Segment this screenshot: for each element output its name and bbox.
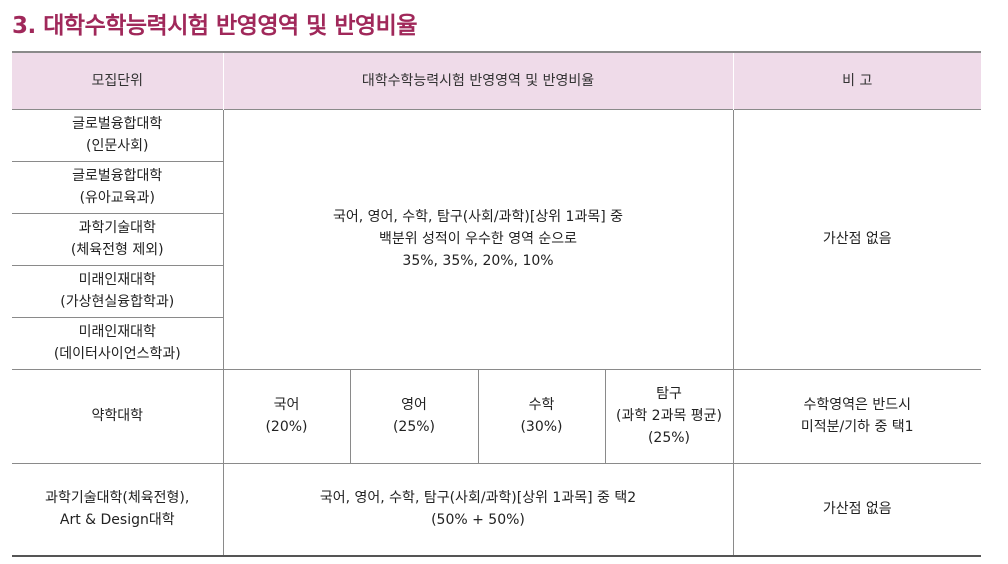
page-title: 3. 대학수학능력시험 반영영역 및 반영비율: [12, 13, 418, 39]
header-unit: 모집단위: [12, 51, 223, 109]
subject-cell-korean: 국어 (20%): [222, 368, 351, 464]
unit-cell: 과학기술대학(체육전형), Art & Design대학: [12, 462, 224, 557]
subject-ratio: (25%): [647, 430, 691, 446]
note-cell: 가산점 없음: [732, 108, 981, 370]
unit-dept: (체육전형 제외): [70, 242, 164, 258]
table-row: 과학기술대학 (체육전형 제외): [12, 212, 981, 266]
subject-name: 수학: [528, 397, 555, 413]
unit-name: Art & Design대학: [59, 512, 175, 529]
table-row: 미래인재대학 (가상현실융합학과): [12, 264, 981, 318]
unit-name: 미래인재대학: [78, 272, 156, 288]
subject-ratio: (20%): [265, 419, 308, 435]
note-line: 미적분/기하 중 택1: [800, 419, 914, 435]
unit-cell: 글로벌융합대학 (인문사회): [12, 108, 224, 162]
subject-cell-inquiry: 탐구 (과학 2과목 평균) (25%): [604, 368, 734, 464]
area-ratio-line: 35%, 35%, 20%, 10%: [402, 253, 554, 269]
unit-dept: (인문사회): [86, 138, 149, 154]
subject-cell-math: 수학 (30%): [477, 368, 606, 464]
unit-cell: 글로벌융합대학 (유아교육과): [12, 160, 224, 214]
unit-dept: (데이터사이언스학과): [53, 346, 181, 362]
unit-name: 글로벌융합대학: [72, 116, 163, 132]
unit-name: 과학기술대학(체육전형),: [45, 490, 190, 507]
area-text-line: 국어, 영어, 수학, 탐구(사회/과학)[상위 1과목] 중 택2: [319, 490, 637, 507]
unit-cell: 약학대학: [12, 368, 224, 464]
table-row: 글로벌융합대학 (인문사회) 국어, 영어, 수학, 탐구(사회/과학)[상위 …: [12, 108, 981, 370]
table-header-row: 모집단위 대학수학능력시험 반영영역 및 반영비율 비 고: [12, 51, 981, 109]
subject-name: 영어: [401, 397, 427, 413]
note-line: 수학영역은 반드시: [803, 397, 912, 413]
unit-name: 글로벌융합대학: [72, 168, 163, 184]
admission-ratio-table: 모집단위 대학수학능력시험 반영영역 및 반영비율 비 고 글로벌융합대학 (인…: [12, 51, 981, 557]
unit-cell: 과학기술대학 (체육전형 제외): [12, 212, 224, 266]
subject-name: 탐구: [656, 386, 682, 402]
table-row: 글로벌융합대학 (유아교육과): [12, 160, 981, 214]
unit-cell: 미래인재대학 (데이터사이언스학과): [12, 316, 224, 370]
subject-ratio: (25%): [392, 419, 436, 435]
subject-name: 국어: [273, 397, 300, 413]
header-area: 대학수학능력시험 반영영역 및 반영비율: [222, 51, 733, 109]
note-cell: 가산점 없음: [732, 462, 981, 557]
unit-dept: (유아교육과): [79, 190, 155, 206]
area-text-line: 국어, 영어, 수학, 탐구(사회/과학)[상위 1과목] 중: [332, 209, 624, 225]
subject-ratio: (30%): [520, 419, 563, 435]
unit-name: 미래인재대학: [78, 324, 156, 340]
subject-detail: (과학 2과목 평균): [615, 408, 722, 424]
unit-name: 과학기술대학: [78, 220, 156, 236]
header-note: 비 고: [732, 51, 981, 109]
unit-cell: 미래인재대학 (가상현실융합학과): [12, 264, 224, 318]
area-text-line: 백분위 성적이 우수한 영역 순으로: [378, 231, 578, 247]
area-cell: 국어, 영어, 수학, 탐구(사회/과학)[상위 1과목] 중 백분위 성적이 …: [222, 108, 734, 370]
unit-dept: (가상현실융합학과): [60, 294, 175, 310]
subject-cell-english: 영어 (25%): [349, 368, 479, 464]
table-row-science-art: 과학기술대학(체육전형), Art & Design대학 국어, 영어, 수학,…: [12, 462, 981, 557]
table-row-pharmacy: 약학대학 국어 (20%) 영어 (25%) 수학 (30%) 탐구 (과학 2…: [12, 368, 981, 464]
area-ratio-line: (50% + 50%): [431, 512, 525, 529]
area-cell: 국어, 영어, 수학, 탐구(사회/과학)[상위 1과목] 중 택2 (50% …: [222, 462, 734, 557]
note-cell: 수학영역은 반드시 미적분/기하 중 택1: [732, 368, 981, 464]
